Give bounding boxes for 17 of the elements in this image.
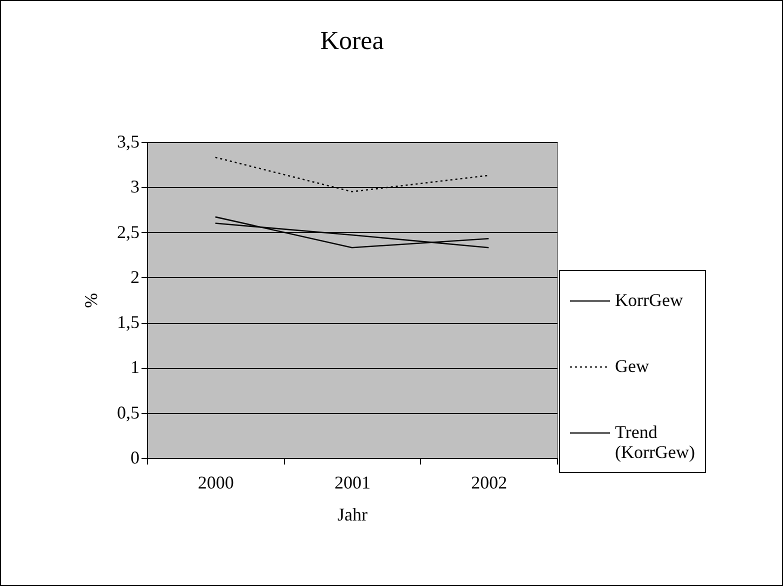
chart-title: Korea [320, 26, 384, 55]
legend-label: KorrGew [615, 290, 683, 310]
x-tick-label: 2000 [198, 472, 234, 492]
x-axis-title: Jahr [338, 504, 368, 524]
y-tick-label: 3 [130, 176, 140, 197]
x-tick-label: 2002 [471, 472, 508, 492]
y-tick-label: 1,5 [117, 312, 140, 332]
legend-label: Gew [615, 356, 649, 376]
y-tick-label: 1 [130, 357, 140, 378]
legend-label: Trend (KorrGew) [615, 422, 695, 462]
y-tick-label: 0,5 [117, 402, 140, 422]
y-tick-label: 3,5 [117, 132, 140, 152]
y-axis-title: % [81, 293, 101, 308]
y-tick-label: 2 [130, 266, 140, 287]
y-tick-label: 0 [130, 448, 140, 468]
x-tick-label: 2001 [334, 472, 370, 492]
y-tick-label: 2,5 [117, 222, 140, 242]
